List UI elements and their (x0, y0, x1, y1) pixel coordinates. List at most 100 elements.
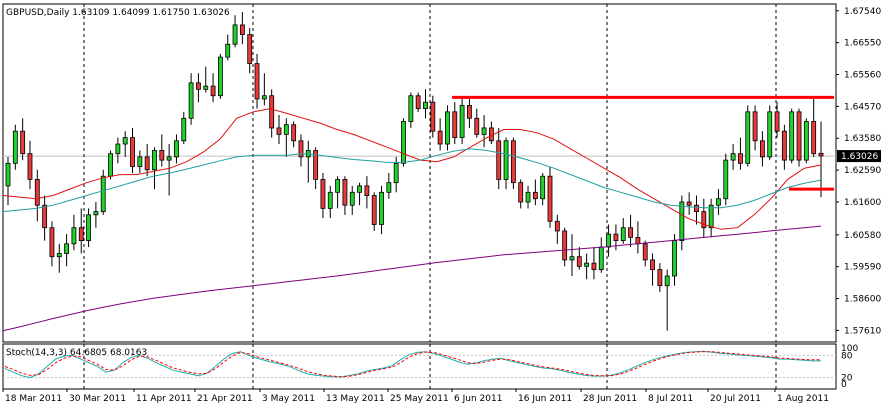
y-tick-label: 1.66550 (844, 39, 881, 49)
stoch-y-tick-label: 20 (841, 374, 853, 384)
bear-candle (415, 95, 421, 110)
x-tick-label: 25 May 2011 (390, 394, 449, 404)
bull-candle (379, 191, 384, 225)
bull-candle (716, 198, 721, 206)
bull-candle (100, 175, 106, 213)
bull-candle (86, 214, 91, 242)
bull-candle (386, 182, 392, 193)
bull-candle (672, 240, 677, 277)
bear-candle (313, 150, 319, 180)
bear-candle (27, 153, 33, 180)
bull-candle (115, 143, 121, 155)
bull-candle (71, 227, 77, 245)
y-tick-label: 1.67540 (844, 7, 881, 17)
bull-candle (225, 43, 231, 58)
bull-candle (401, 121, 406, 164)
bear-candle (496, 140, 502, 180)
y-tick-label: 1.58600 (844, 295, 881, 305)
bear-candle (276, 127, 282, 135)
y-tick-label: 1.59590 (844, 263, 881, 273)
moving-average-line-2 (2, 148, 822, 213)
bull-candle (745, 111, 751, 164)
x-tick-label: 20 Jul 2011 (710, 394, 761, 404)
bull-candle (93, 211, 99, 216)
bull-candle (620, 227, 626, 242)
bear-candle (613, 233, 619, 242)
bull-candle (393, 162, 399, 184)
bear-candle (430, 101, 436, 132)
x-tick-label: 8 Jul 2011 (648, 394, 693, 404)
y-tick-label: 1.65560 (844, 70, 881, 80)
bear-candle (562, 230, 568, 261)
bear-candle (701, 211, 707, 229)
bull-candle (327, 191, 333, 209)
bear-candle (474, 117, 480, 135)
bear-candle (364, 185, 370, 196)
bear-candle (738, 153, 743, 164)
bull-candle (598, 246, 604, 270)
bull-candle (730, 153, 736, 161)
bull-candle (481, 127, 487, 135)
bear-candle (686, 201, 692, 206)
bear-candle (650, 259, 655, 270)
x-tick-label: 11 Apr 2011 (136, 394, 192, 404)
bull-candle (232, 24, 238, 45)
bull-candle (803, 121, 809, 161)
bear-candle (547, 175, 553, 222)
main-plot-frame (2, 3, 837, 343)
bear-candle (591, 262, 597, 270)
bear-candle (34, 179, 40, 206)
bear-candle (20, 130, 26, 155)
bear-candle (657, 269, 663, 287)
y-tick-label: 1.60580 (844, 231, 881, 241)
bull-candle (166, 156, 172, 161)
y-tick-label: 1.64570 (844, 102, 881, 112)
bear-candle (694, 204, 699, 213)
moving-average-line-3 (2, 225, 822, 332)
bear-candle (752, 111, 758, 142)
bull-candle (122, 137, 128, 145)
bull-candle (108, 153, 113, 177)
bear-candle (759, 140, 765, 158)
bear-candle (144, 156, 150, 171)
bull-candle (525, 191, 531, 203)
chart-title: GBPUSD,Daily 1.63109 1.64099 1.61750 1.6… (6, 8, 230, 18)
bear-candle (437, 130, 443, 145)
bull-candle (459, 105, 465, 138)
bull-candle (152, 150, 157, 171)
y-tick-label: 1.57610 (844, 326, 881, 336)
bear-candle (247, 34, 253, 64)
stoch-main-line (4, 350, 821, 379)
bear-candle (518, 182, 524, 203)
bear-candle (269, 95, 275, 129)
x-tick-label: 21 Apr 2011 (197, 394, 253, 404)
bull-candle (789, 111, 795, 161)
bear-candle (452, 111, 458, 138)
bull-candle (349, 191, 355, 206)
bear-candle (818, 152, 824, 157)
x-tick-label: 16 Jun 2011 (518, 394, 572, 404)
bear-candle (642, 243, 648, 261)
bear-candle (291, 124, 297, 142)
bull-candle (503, 140, 509, 180)
bull-candle (708, 204, 714, 229)
bear-candle (239, 24, 245, 35)
bear-candle (320, 179, 326, 209)
bear-candle (635, 236, 641, 245)
bull-candle (664, 275, 670, 287)
bull-candle (56, 253, 62, 258)
x-tick-label: 30 Mar 2011 (69, 394, 126, 404)
bull-candle (335, 179, 341, 193)
bear-candle (510, 140, 516, 184)
x-tick-label: 1 Aug 2011 (777, 394, 829, 404)
y-tick-label: 1.63580 (844, 134, 881, 144)
bear-candle (628, 227, 633, 238)
bear-candle (781, 130, 787, 161)
stoch-title: Stoch(14,3,3) 64.6805 68.0163 (6, 348, 147, 358)
bull-candle (217, 56, 223, 97)
bull-candle (181, 117, 187, 142)
bear-candle (254, 63, 260, 100)
current-price-box (837, 150, 881, 163)
